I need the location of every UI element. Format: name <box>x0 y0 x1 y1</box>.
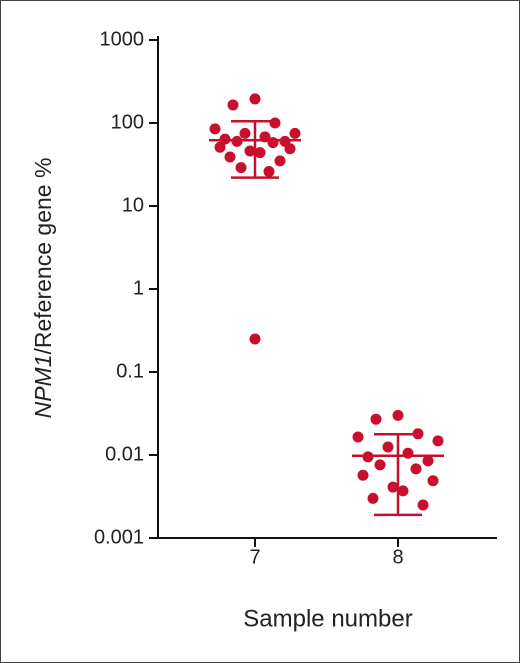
dot <box>432 435 444 447</box>
y-tick-label: 1000 <box>100 28 145 50</box>
y-tick-label: 1 <box>133 277 144 299</box>
dot <box>249 333 261 345</box>
dot <box>427 475 439 487</box>
dot <box>244 145 256 157</box>
dot <box>352 431 364 443</box>
dot <box>422 455 434 467</box>
dot <box>227 99 239 111</box>
dot <box>235 162 247 174</box>
dot <box>370 413 382 425</box>
dot <box>263 166 275 178</box>
y-tick-label: 10 <box>122 194 144 216</box>
dot <box>267 137 279 149</box>
dot <box>357 469 369 481</box>
dot <box>249 93 261 105</box>
dot <box>284 143 296 155</box>
dot <box>397 485 409 497</box>
x-axis-title: Sample number <box>243 605 412 632</box>
dot <box>254 147 266 159</box>
dot <box>382 441 394 453</box>
dot <box>239 127 251 139</box>
dot <box>410 463 422 475</box>
x-tick-label: 8 <box>392 546 403 568</box>
y-tick-label: 0.1 <box>116 360 144 382</box>
dot <box>269 117 281 129</box>
dot <box>214 141 226 153</box>
dot <box>387 481 399 493</box>
dot <box>417 499 429 511</box>
y-tick-label: 100 <box>111 111 144 133</box>
y-tick-label: 0.01 <box>105 443 144 465</box>
y-axis-title-rest: /Reference gene % <box>30 158 56 355</box>
dot <box>224 151 236 163</box>
dot <box>209 123 221 135</box>
x-tick-label: 7 <box>249 546 260 568</box>
dot <box>367 492 379 504</box>
dot <box>274 155 286 167</box>
y-axis-title-gene: NPM1 <box>30 355 56 419</box>
dot <box>402 447 414 459</box>
y-tick-label: 0.001 <box>94 526 144 548</box>
y-axis-title: NPM1/Reference gene % <box>30 158 56 419</box>
dot <box>392 409 404 421</box>
dot <box>374 459 386 471</box>
dot <box>289 127 301 139</box>
